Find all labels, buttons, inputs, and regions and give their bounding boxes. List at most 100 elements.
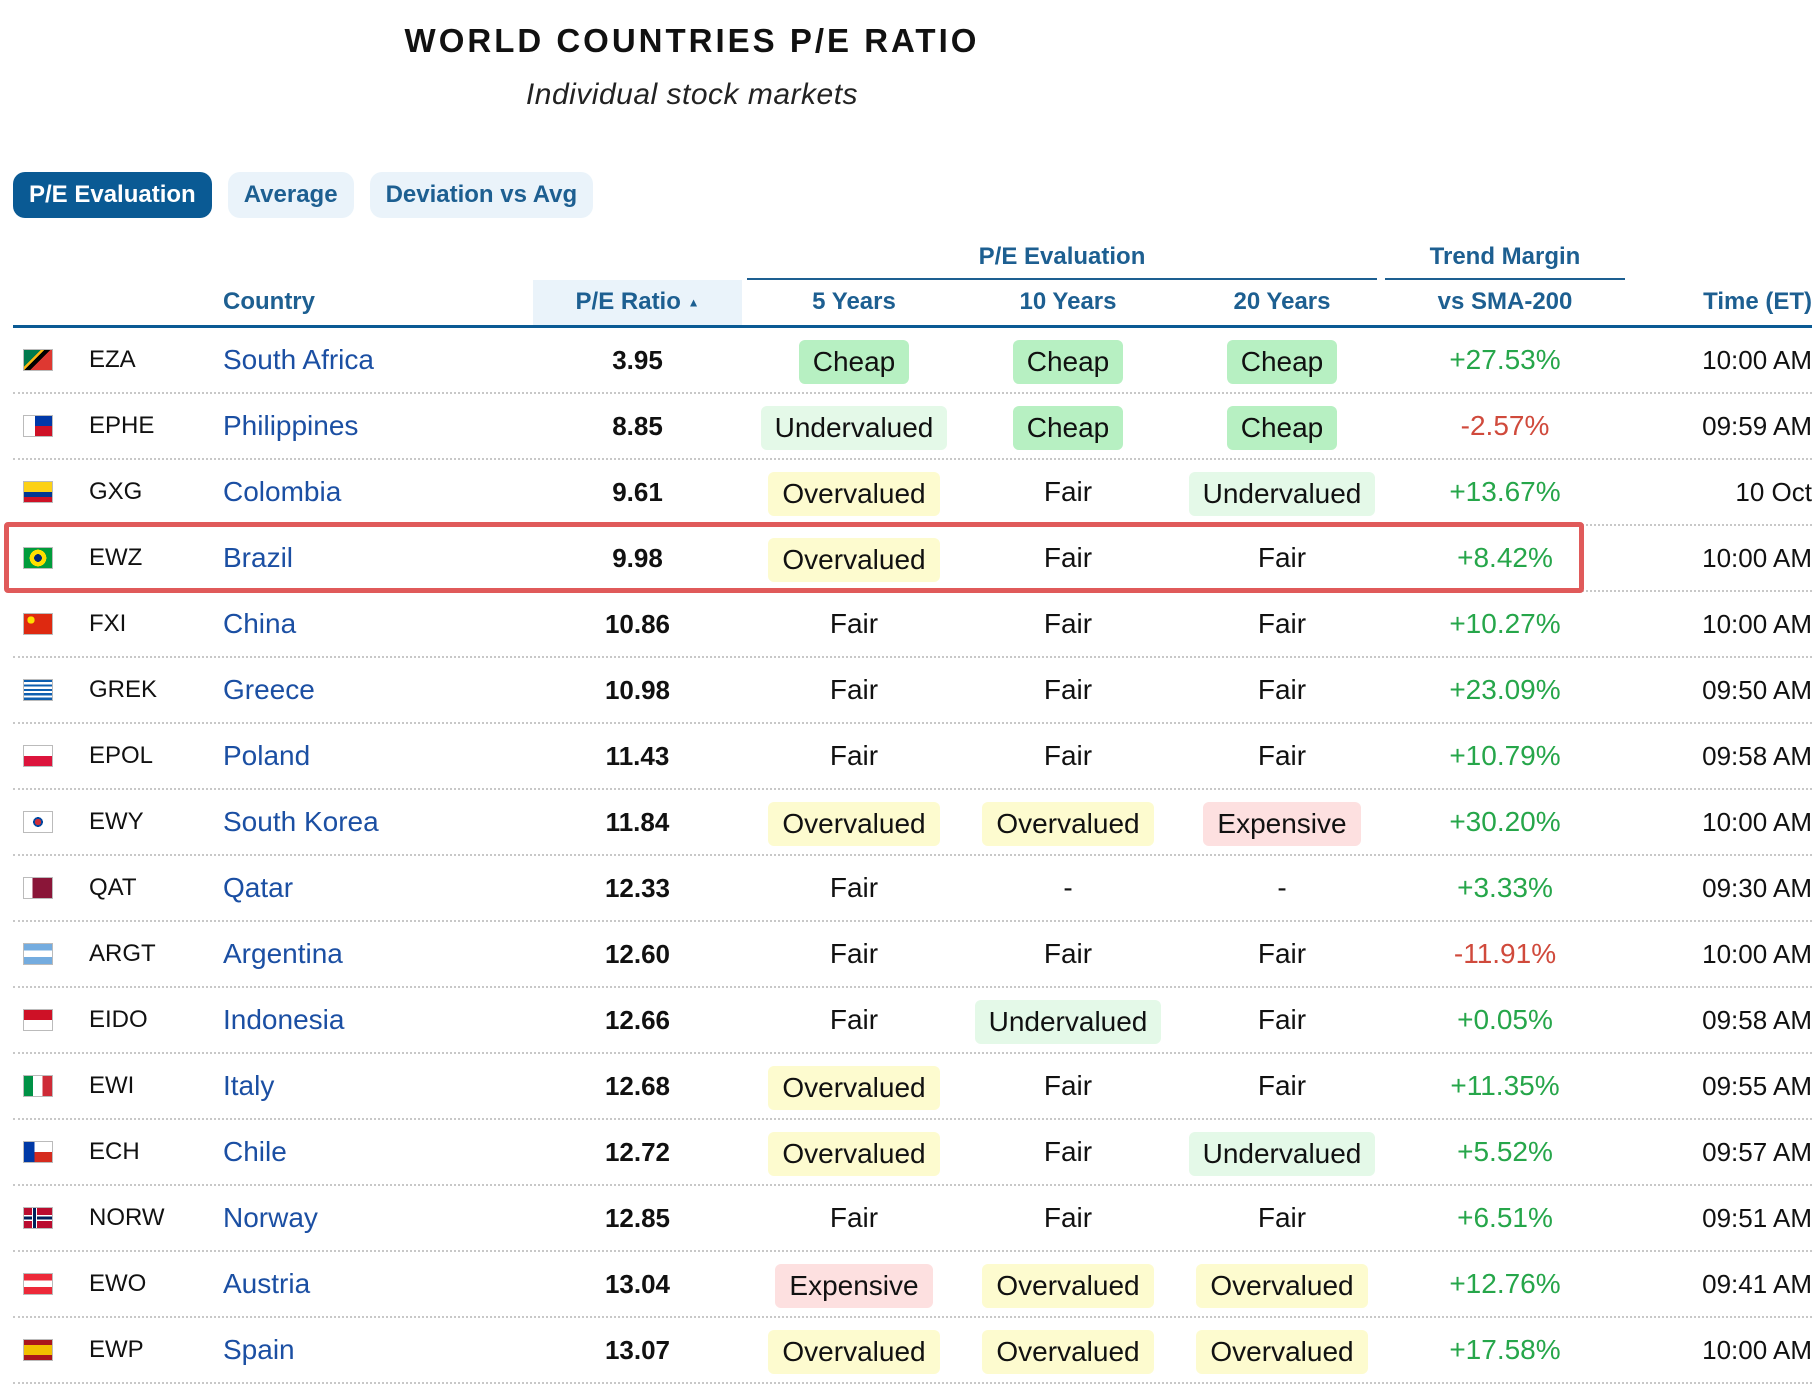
column-header-time[interactable]: Time (ET) [1703, 288, 1812, 315]
colombia-flag-icon [23, 481, 53, 503]
ticker-cell: ECH [89, 1138, 140, 1165]
italy-flag-icon [23, 1075, 53, 1097]
column-header-10-years[interactable]: 10 Years [1019, 288, 1117, 315]
evaluation-text: Fair [1043, 1136, 1093, 1167]
time-cell: 09:51 AM [1702, 1203, 1812, 1233]
evaluation-badge: Expensive [775, 1263, 933, 1308]
evaluation-cell-y5: Undervalued [747, 394, 961, 458]
country-link[interactable]: Brazil [223, 542, 294, 573]
ticker-cell: EWI [89, 1072, 135, 1099]
evaluation-text: Fair [1257, 674, 1307, 705]
evaluation-badge: Overvalued [982, 1263, 1154, 1308]
country-link[interactable]: South Africa [223, 344, 374, 375]
column-header-pe-ratio[interactable]: P/E Ratio ▲ [533, 280, 742, 326]
ticker-cell: FXI [89, 610, 127, 637]
column-header-country[interactable]: Country [223, 288, 315, 315]
austria-flag-icon [23, 1273, 53, 1295]
evaluation-badge: Overvalued [768, 1131, 940, 1176]
evaluation-cell-y5: Overvalued [747, 1318, 961, 1382]
trend-margin-cell: +0.05% [1457, 1004, 1553, 1035]
evaluation-text: Fair [829, 608, 879, 639]
country-link[interactable]: Poland [223, 740, 311, 771]
evaluation-cell-y20: - [1175, 856, 1389, 920]
table-row[interactable]: FXI China 10.86 Fair Fair Fair +10.27% 10:00 AM [13, 592, 1812, 658]
evaluation-text: Fair [1043, 542, 1093, 573]
country-link[interactable]: Philippines [223, 410, 359, 441]
ticker-cell: EWO [89, 1270, 147, 1297]
table-row[interactable]: NORW Norway 12.85 Fair Fair Fair +6.51% 09:51 A… [13, 1186, 1812, 1252]
trend-margin-cell: +17.58% [1449, 1334, 1561, 1365]
evaluation-cell-y10: Fair [961, 658, 1175, 722]
evaluation-text: Fair [1043, 1070, 1093, 1101]
table-row[interactable]: ECH Chile 12.72 Overvalued Fair Undervalued +5… [13, 1120, 1812, 1186]
tab-average[interactable]: Average [227, 172, 354, 218]
evaluation-cell-y10: Fair [961, 1054, 1175, 1118]
evaluation-text: Fair [829, 872, 879, 903]
tab-deviation-vs-avg[interactable]: Deviation vs Avg [369, 172, 594, 218]
country-link[interactable]: Argentina [223, 938, 343, 969]
evaluation-cell-y5: Expensive [747, 1252, 961, 1316]
evaluation-text: Fair [1043, 1202, 1093, 1233]
country-link[interactable]: Chile [223, 1136, 287, 1167]
country-link[interactable]: Norway [223, 1202, 318, 1233]
table-row[interactable]: EWI Italy 12.68 Overvalued Fair Fair +11.35% 09… [13, 1054, 1812, 1120]
evaluation-text: Fair [1043, 476, 1093, 507]
pe-ratio-cell: 13.04 [604, 1269, 671, 1299]
evaluation-cell-y20: Undervalued [1175, 1120, 1389, 1184]
country-link[interactable]: Qatar [223, 872, 294, 903]
china-flag-icon [23, 613, 53, 635]
trend-margin-cell: +23.09% [1449, 674, 1561, 705]
table-row[interactable]: GREK Greece 10.98 Fair Fair Fair +23.09% 09:50 … [13, 658, 1812, 724]
column-header-20-years[interactable]: 20 Years [1233, 288, 1331, 315]
table-row[interactable]: GXG Colombia 9.61 Overvalued Fair Undervalued… [13, 460, 1812, 526]
table-row[interactable]: EIDO Indonesia 12.66 Fair Undervalued Fair +0.… [13, 988, 1812, 1054]
sort-ascending-icon: ▲ [687, 295, 700, 310]
table-row[interactable]: EPHE Philippines 8.85 Undervalued Cheap Cheap… [13, 394, 1812, 460]
country-link[interactable]: China [223, 608, 297, 639]
table-row[interactable]: EWP Spain 13.07 Overvalued Overvalued Overval… [13, 1318, 1812, 1384]
table-row[interactable]: EWO Austria 13.04 Expensive Overvalued Overva… [13, 1252, 1812, 1318]
table-row[interactable]: EWZ Brazil 9.98 Overvalued Fair Fair +8.42% 10:… [13, 526, 1812, 592]
table-row[interactable]: EPOL Poland 11.43 Fair Fair Fair +10.79% 09:58 … [13, 724, 1812, 790]
time-cell: 10:00 AM [1702, 543, 1812, 573]
evaluation-cell-y10: Fair [961, 922, 1175, 986]
country-link[interactable]: South Korea [223, 806, 379, 837]
time-cell: 10:00 AM [1702, 1335, 1812, 1365]
time-cell: 09:55 AM [1702, 1071, 1812, 1101]
evaluation-cell-y20: Fair [1175, 658, 1389, 722]
pe-ratio-cell: 12.72 [604, 1137, 671, 1167]
country-link[interactable]: Indonesia [223, 1004, 345, 1035]
evaluation-badge: Expensive [1203, 801, 1361, 846]
column-header-vs-sma-200[interactable]: vs SMA-200 [1437, 288, 1573, 315]
column-header-5-years[interactable]: 5 Years [812, 288, 896, 315]
table-row[interactable]: ARGT Argentina 12.60 Fair Fair Fair -11.91% 10:… [13, 922, 1812, 988]
evaluation-cell-y10: Overvalued [961, 1252, 1175, 1316]
evaluation-cell-y20: Expensive [1175, 790, 1389, 854]
country-link[interactable]: Greece [223, 674, 315, 705]
evaluation-badge: Cheap [1226, 405, 1338, 450]
country-link[interactable]: Austria [223, 1268, 311, 1299]
country-link[interactable]: Spain [223, 1334, 295, 1365]
header-divider [13, 325, 1812, 328]
pe-ratio-cell: 9.61 [612, 477, 663, 507]
evaluation-cell-y20: Fair [1175, 988, 1389, 1052]
country-link[interactable]: Colombia [223, 476, 342, 507]
evaluation-cell-y10: Cheap [961, 328, 1175, 392]
table-row[interactable]: EZA South Africa 3.95 Cheap Cheap Cheap +27.53… [13, 328, 1812, 394]
time-cell: 09:30 AM [1702, 873, 1812, 903]
pe-ratio-cell: 9.98 [612, 543, 663, 573]
evaluation-cell-y5: Overvalued [747, 790, 961, 854]
trend-margin-cell: -11.91% [1453, 938, 1557, 969]
pe-ratio-label: P/E Ratio [575, 288, 681, 315]
evaluation-badge: Overvalued [982, 801, 1154, 846]
table-row[interactable]: EWY South Korea 11.84 Overvalued Overvalued E… [13, 790, 1812, 856]
evaluation-badge: Overvalued [1196, 1263, 1368, 1308]
pe-ratio-cell: 12.33 [604, 873, 671, 903]
country-link[interactable]: Italy [223, 1070, 275, 1101]
evaluation-text: Fair [1043, 740, 1093, 771]
ticker-cell: ARGT [89, 940, 156, 967]
evaluation-cell-y20: Fair [1175, 724, 1389, 788]
table-row[interactable]: QAT Qatar 12.33 Fair - - +3.33% 09:30 AM [13, 856, 1812, 922]
tab-pe-evaluation[interactable]: P/E Evaluation [13, 172, 212, 218]
trend-margin-cell: +3.33% [1457, 872, 1553, 903]
